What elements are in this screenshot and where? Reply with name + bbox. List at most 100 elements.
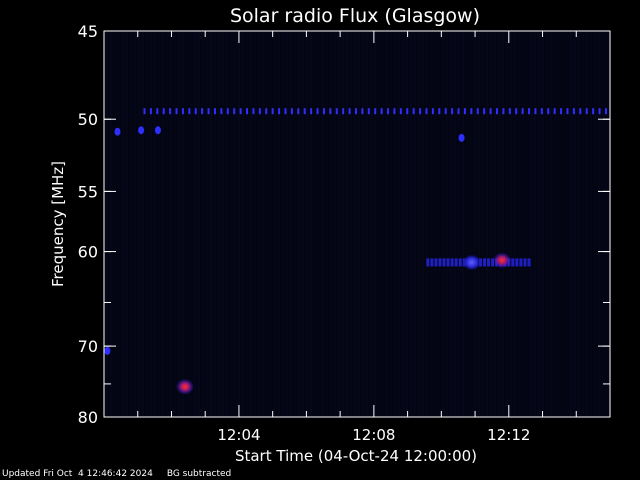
bg-stripe	[550, 31, 552, 417]
emission-dot	[523, 258, 527, 267]
bg-stripe	[442, 31, 444, 417]
bg-stripe	[182, 31, 184, 417]
bg-stripe	[254, 31, 256, 417]
band-dot	[233, 108, 236, 115]
plot-frame	[103, 30, 611, 418]
bg-stripe	[286, 31, 288, 417]
bg-note: BG subtracted	[166, 469, 232, 479]
bg-stripe	[270, 31, 272, 417]
bg-stripe	[378, 31, 380, 417]
bg-stripe	[266, 31, 268, 417]
band-dot	[194, 108, 197, 115]
bg-stripe	[486, 31, 488, 417]
bg-stripe	[282, 31, 284, 417]
bg-stripe	[338, 31, 340, 417]
bg-stripe	[190, 31, 192, 417]
x-tick-label: 12:04	[217, 426, 260, 444]
bg-stripe	[198, 31, 200, 417]
bg-stripe	[490, 31, 492, 417]
band-dot	[156, 108, 159, 115]
emission-dot	[491, 258, 495, 267]
bg-stripe	[126, 31, 128, 417]
bg-stripe	[562, 31, 564, 417]
bg-stripe	[390, 31, 392, 417]
band-dot	[598, 108, 601, 115]
bg-stripe	[366, 31, 368, 417]
hotspot	[493, 252, 512, 269]
bg-stripe	[590, 31, 592, 417]
bg-stripe	[382, 31, 384, 417]
band-dot	[322, 108, 325, 115]
band-dot	[534, 108, 537, 115]
bg-stripe	[466, 31, 468, 417]
bg-stripe	[114, 31, 116, 417]
band-dot	[297, 108, 300, 115]
hotspot	[138, 126, 145, 135]
bg-stripe	[522, 31, 524, 417]
band-dot	[547, 108, 550, 115]
bg-stripe	[326, 31, 328, 417]
band-dot	[463, 108, 466, 115]
bg-stripe	[186, 31, 188, 417]
band-dot	[412, 108, 415, 115]
bg-stripe	[150, 31, 152, 417]
bg-stripe	[506, 31, 508, 417]
bg-stripe	[494, 31, 496, 417]
band-dot	[258, 108, 261, 115]
band-dot	[265, 108, 268, 115]
band-dot	[220, 108, 223, 115]
hotspot	[114, 127, 121, 136]
bg-stripe	[426, 31, 428, 417]
y-tick-label: 60	[78, 243, 98, 262]
bg-stripe	[546, 31, 548, 417]
band-dot	[572, 108, 575, 115]
bg-stripe	[154, 31, 156, 417]
plot-area	[104, 31, 610, 417]
x-axis: 12:04 12:08 12:12	[137, 31, 577, 444]
bg-stripe	[578, 31, 580, 417]
bg-stripe	[498, 31, 500, 417]
y-axis: 45 50 55 60 70 80	[78, 22, 610, 427]
bg-stripe	[158, 31, 160, 417]
hotspot	[462, 254, 481, 271]
band-dot	[444, 108, 447, 115]
emission-dot	[458, 258, 462, 267]
band-49-5mhz	[143, 108, 607, 115]
band-dot	[246, 108, 249, 115]
bg-stripe	[246, 31, 248, 417]
hotspot	[104, 346, 111, 355]
band-dot	[303, 108, 306, 115]
band-dot	[425, 108, 428, 115]
bg-stripe	[238, 31, 240, 417]
band-dot	[226, 108, 229, 115]
bg-stripe	[394, 31, 396, 417]
bg-stripe	[146, 31, 148, 417]
bg-stripe	[250, 31, 252, 417]
bg-stripe	[398, 31, 400, 417]
x-tick-label: 12:08	[352, 426, 395, 444]
bg-stripe	[298, 31, 300, 417]
bg-stripe	[330, 31, 332, 417]
band-dot	[566, 108, 569, 115]
bg-stripe	[370, 31, 372, 417]
bg-stripe	[210, 31, 212, 417]
band-dot	[162, 108, 165, 115]
bg-stripe	[502, 31, 504, 417]
band-dot	[528, 108, 531, 115]
bg-stripe	[446, 31, 448, 417]
band-dot	[502, 108, 505, 115]
updated-text: Updated Fri Oct 4 12:46:42 2024	[2, 469, 153, 479]
band-dot	[540, 108, 543, 115]
bg-stripe	[438, 31, 440, 417]
band-dot	[201, 108, 204, 115]
bg-stripe	[166, 31, 168, 417]
y-tick-label: 80	[78, 408, 98, 427]
bg-stripe	[554, 31, 556, 417]
band-dot	[508, 108, 511, 115]
bg-stripe	[434, 31, 436, 417]
band-dot	[579, 108, 582, 115]
bg-stripe	[362, 31, 364, 417]
band-dot	[419, 108, 422, 115]
band-dot	[290, 108, 293, 115]
band-dot	[604, 108, 607, 115]
